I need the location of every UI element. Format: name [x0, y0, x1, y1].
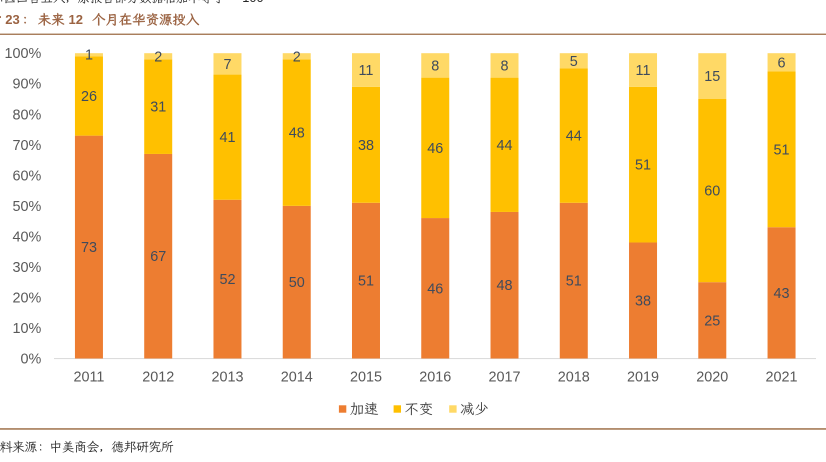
svg-text:12: 12: [69, 12, 83, 27]
svg-text:38: 38: [358, 138, 374, 154]
svg-text:2014: 2014: [281, 370, 313, 386]
svg-text:40%: 40%: [12, 229, 41, 245]
svg-text:10%: 10%: [12, 321, 41, 337]
svg-text:73: 73: [81, 240, 97, 256]
svg-text:100: 100: [242, 0, 263, 5]
svg-text:5: 5: [570, 54, 578, 70]
svg-text:51: 51: [774, 142, 790, 158]
svg-text:51: 51: [635, 158, 651, 174]
svg-text:2018: 2018: [558, 370, 590, 386]
svg-text:51: 51: [566, 274, 582, 290]
svg-text:2011: 2011: [73, 370, 104, 386]
svg-text:60: 60: [704, 184, 720, 200]
svg-text:30%: 30%: [12, 260, 41, 276]
svg-text:100%: 100%: [4, 46, 41, 62]
svg-text:90%: 90%: [12, 77, 41, 93]
svg-text:11: 11: [359, 63, 374, 79]
svg-text:80%: 80%: [12, 107, 41, 123]
svg-text:8: 8: [431, 58, 439, 74]
svg-text:60%: 60%: [12, 168, 41, 184]
svg-text:2021: 2021: [766, 370, 798, 386]
svg-text:25: 25: [704, 313, 720, 329]
svg-text:43: 43: [774, 286, 790, 302]
svg-text:46: 46: [427, 141, 443, 157]
svg-text:8: 8: [501, 58, 509, 74]
svg-text:51: 51: [358, 274, 374, 290]
svg-text:0%: 0%: [20, 352, 41, 368]
svg-text:50: 50: [289, 275, 305, 291]
svg-text:41: 41: [219, 130, 235, 146]
svg-text:44: 44: [566, 129, 582, 145]
svg-text:2: 2: [154, 49, 162, 65]
svg-text:26: 26: [81, 89, 97, 105]
svg-text:38: 38: [635, 293, 651, 309]
svg-text:7: 7: [223, 57, 231, 73]
svg-text:52: 52: [219, 272, 235, 288]
svg-text:20%: 20%: [12, 290, 41, 306]
svg-text:11: 11: [636, 63, 651, 79]
svg-text:50%: 50%: [12, 199, 41, 215]
svg-text:2: 2: [293, 49, 301, 65]
svg-text:2020: 2020: [696, 370, 728, 386]
svg-text:67: 67: [150, 249, 166, 265]
svg-text:2013: 2013: [211, 370, 243, 386]
svg-text:70%: 70%: [12, 138, 41, 154]
svg-text:2012: 2012: [142, 370, 174, 386]
svg-text:31: 31: [150, 100, 166, 116]
svg-text:23: 23: [5, 12, 19, 27]
svg-text:2016: 2016: [419, 370, 451, 386]
svg-text:2015: 2015: [350, 370, 382, 386]
svg-text:6: 6: [778, 55, 786, 71]
svg-text:46: 46: [427, 281, 443, 297]
svg-text:48: 48: [289, 126, 305, 142]
svg-text:44: 44: [497, 138, 513, 154]
svg-text:15: 15: [704, 69, 720, 85]
svg-text:1: 1: [85, 48, 93, 64]
svg-text:48: 48: [497, 278, 513, 294]
svg-text:2019: 2019: [627, 370, 659, 386]
svg-text:2017: 2017: [489, 370, 521, 386]
